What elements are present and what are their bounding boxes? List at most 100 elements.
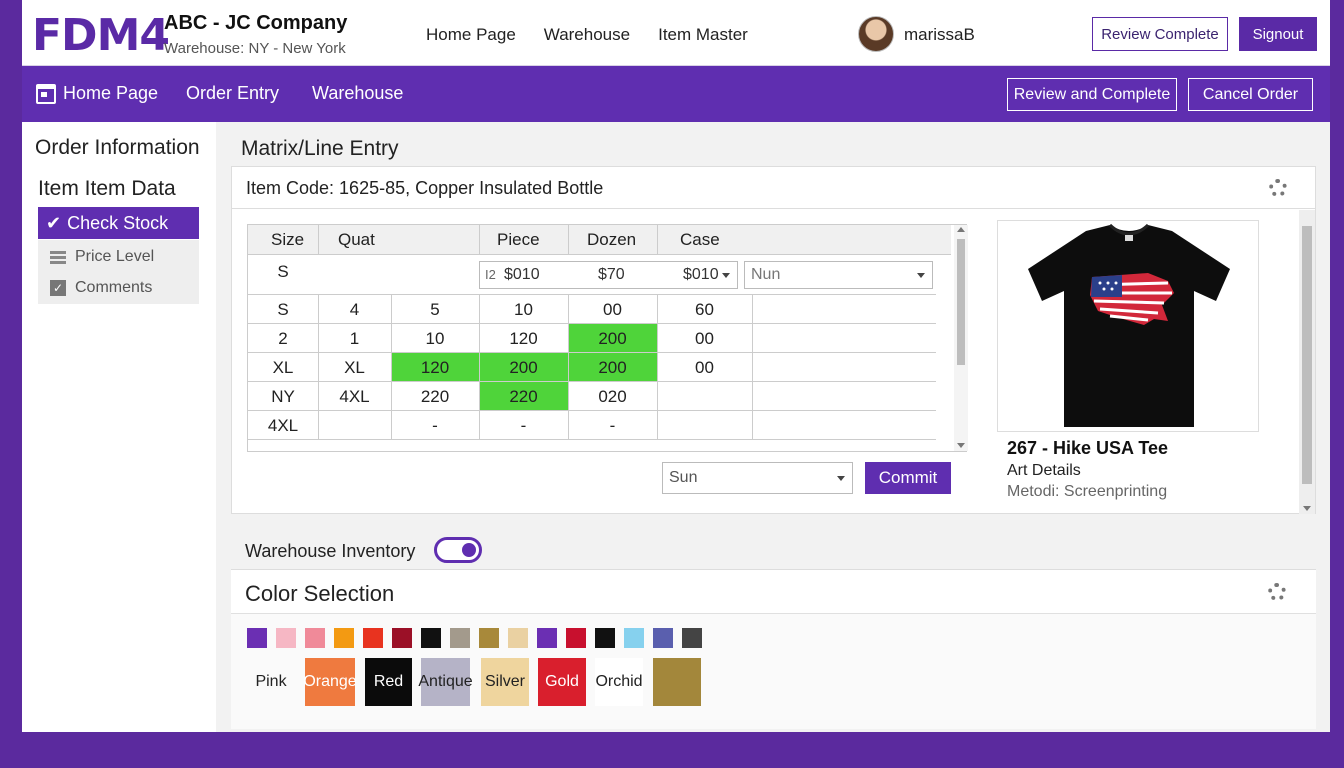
warehouse-inventory-toggle[interactable] — [434, 537, 482, 563]
color-swatch[interactable] — [508, 628, 528, 648]
grid-cell[interactable]: 00 — [695, 358, 714, 377]
color-chip[interactable]: Orange — [303, 658, 357, 706]
color-swatch[interactable] — [334, 628, 354, 648]
grid-cell[interactable]: 2 — [278, 329, 288, 348]
color-swatch[interactable] — [653, 628, 673, 648]
grid-cell[interactable] — [318, 411, 391, 440]
review-and-complete-button[interactable]: Review and Complete — [1007, 78, 1177, 111]
color-swatch[interactable] — [276, 628, 296, 648]
grid-cell[interactable]: 00 — [695, 329, 714, 348]
grid-cell[interactable]: - — [432, 416, 438, 435]
grid-cell[interactable]: 5 — [430, 300, 440, 319]
sun-select[interactable]: Sun — [662, 462, 853, 494]
color-chip[interactable] — [653, 658, 701, 706]
grid-cell[interactable]: 220 — [420, 387, 450, 406]
grid-cell[interactable]: S — [277, 300, 289, 319]
top-nav-home[interactable]: Home Page — [426, 25, 516, 44]
scroll-down-icon[interactable] — [957, 443, 965, 448]
commit-button[interactable]: Commit — [865, 462, 951, 494]
color-swatch[interactable] — [363, 628, 383, 648]
color-chip[interactable]: Orchid — [595, 658, 643, 706]
grid-cell[interactable]: 10 — [425, 329, 445, 348]
matrix-grid: Size Quat Piece Dozen Case S I2 $010 $70… — [247, 224, 968, 452]
color-selection-card: Color Selection Pink Orange Red Antique Silv… — [231, 569, 1316, 729]
subnav-warehouse[interactable]: Warehouse — [312, 83, 404, 103]
col-quat[interactable]: Quat — [338, 230, 375, 249]
color-chip[interactable]: Gold — [538, 658, 586, 706]
color-swatch[interactable] — [450, 628, 470, 648]
check-stock-label: Check Stock — [67, 212, 169, 233]
grid-cell[interactable]: NY — [271, 387, 295, 406]
grid-scrollbar[interactable] — [954, 225, 968, 451]
color-swatch[interactable] — [247, 628, 267, 648]
grid-cell[interactable]: XL — [272, 358, 294, 377]
grid-cell[interactable]: - — [609, 416, 616, 435]
cancel-order-button[interactable]: Cancel Order — [1188, 78, 1313, 111]
sidebar-item-price-level[interactable]: Price Level — [50, 248, 154, 266]
color-swatch[interactable] — [595, 628, 615, 648]
col-size[interactable]: Size — [271, 230, 305, 249]
color-swatch[interactable] — [624, 628, 644, 648]
color-chip[interactable]: Red — [365, 658, 412, 706]
grid-cell[interactable]: 4XL — [267, 416, 299, 435]
grid-cell[interactable]: XL — [344, 358, 365, 377]
color-swatch[interactable] — [305, 628, 325, 648]
chevron-down-icon — [837, 476, 845, 481]
color-chip[interactable]: Antique — [418, 658, 473, 706]
gear-icon[interactable] — [1268, 583, 1286, 601]
signout-button[interactable]: Signout — [1239, 17, 1317, 51]
unit-select[interactable]: Nun — [744, 261, 933, 289]
col-dozen[interactable]: Dozen — [587, 230, 637, 249]
calendar-icon — [36, 84, 56, 104]
gear-icon[interactable] — [1269, 179, 1287, 197]
color-swatch[interactable] — [421, 628, 441, 648]
grid-cell[interactable]: 120 — [391, 353, 479, 382]
grid-cell[interactable]: 220 — [479, 382, 568, 411]
scroll-down-icon[interactable] — [1303, 506, 1311, 511]
chevron-down-icon — [722, 273, 730, 278]
grid-scroll-thumb[interactable] — [957, 239, 965, 365]
subnav-order-entry[interactable]: Order Entry — [186, 83, 280, 103]
review-complete-button[interactable]: Review Complete — [1092, 17, 1228, 51]
price-input-row[interactable]: I2 $010 $70 $010 — [479, 261, 738, 289]
grid-cell[interactable]: 60 — [695, 300, 714, 319]
grid-cell[interactable]: 200 — [479, 353, 568, 382]
grid-cell[interactable] — [657, 382, 752, 411]
check-stock-item[interactable]: ✔ Check Stock — [38, 207, 199, 239]
username[interactable]: marissaB — [904, 25, 975, 44]
grid-cell[interactable]: 1 — [349, 329, 360, 348]
grid-cell[interactable]: 4 — [349, 300, 360, 319]
color-chip[interactable]: Silver — [481, 658, 529, 706]
scroll-up-icon[interactable] — [957, 227, 965, 232]
avatar[interactable] — [858, 16, 894, 52]
grid-cell[interactable]: 4XL — [339, 387, 370, 406]
input-row-size: S — [277, 262, 289, 281]
grid-cell[interactable]: 10 — [514, 300, 533, 319]
subnav-home[interactable]: Home Page — [63, 83, 159, 103]
tshirt-image — [1028, 223, 1230, 427]
grid-cell[interactable]: 200 — [568, 353, 657, 382]
card-scroll-thumb[interactable] — [1302, 226, 1312, 484]
grid-cell[interactable]: 200 — [568, 324, 657, 353]
item-code: Item Code: 1625-85, Copper Insulated Bot… — [246, 178, 604, 198]
price-val3: $010 — [683, 266, 719, 283]
grid-cell[interactable]: 00 — [603, 300, 622, 319]
top-nav-item-master[interactable]: Item Master — [658, 25, 748, 44]
top-nav: Home Page Warehouse Item Master — [426, 25, 748, 45]
color-swatch[interactable] — [682, 628, 702, 648]
grid-cell[interactable] — [657, 411, 752, 440]
grid-cell[interactable]: 020 — [598, 387, 627, 406]
art-details-link[interactable]: Art Details — [1007, 462, 1081, 479]
grid-cell[interactable]: - — [520, 416, 527, 435]
card-scrollbar[interactable] — [1299, 210, 1315, 514]
color-chip[interactable]: Pink — [241, 658, 301, 706]
grid-cell[interactable]: 120 — [509, 329, 538, 348]
color-swatch[interactable] — [566, 628, 586, 648]
color-swatch[interactable] — [479, 628, 499, 648]
sidebar-item-comments[interactable]: ✓ Comments — [50, 279, 152, 297]
top-nav-warehouse[interactable]: Warehouse — [543, 25, 631, 44]
color-swatch[interactable] — [537, 628, 557, 648]
col-piece[interactable]: Piece — [497, 230, 540, 249]
color-swatch[interactable] — [392, 628, 412, 648]
col-case[interactable]: Case — [680, 230, 720, 249]
